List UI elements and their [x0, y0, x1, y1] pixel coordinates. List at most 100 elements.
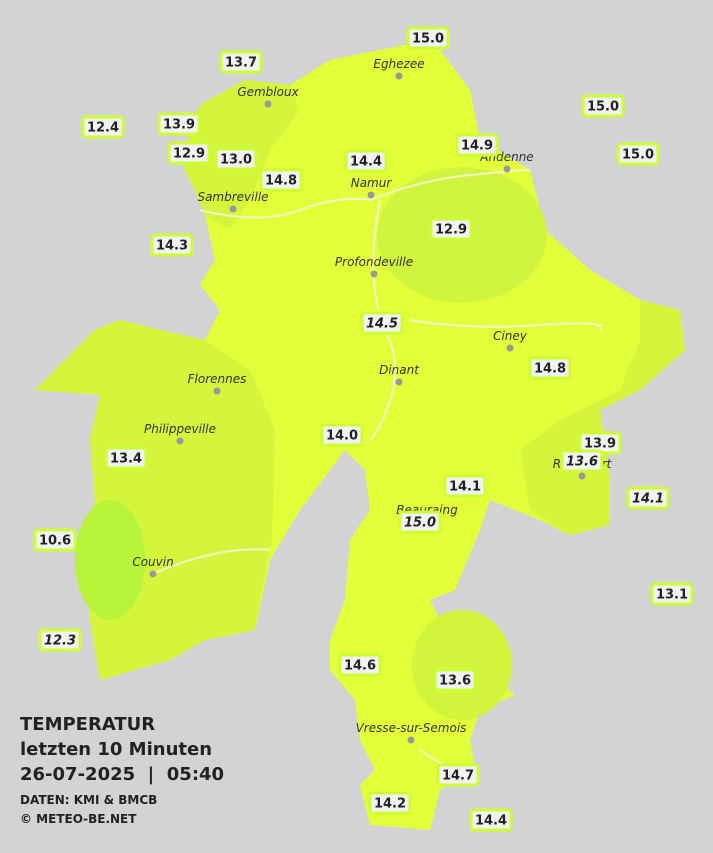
station-value: 12.4 [87, 121, 119, 136]
station-value: 13.9 [163, 118, 195, 133]
station-value: 12.3 [44, 634, 76, 649]
station-box [360, 311, 404, 335]
station-value: 14.9 [461, 139, 493, 154]
station: 14.9 [455, 133, 499, 157]
town-dot [176, 437, 184, 445]
station-value: 14.3 [156, 239, 188, 254]
station: 14.0 [320, 423, 364, 447]
town-dot [578, 472, 586, 480]
station-box [560, 449, 604, 473]
station: 14.8 [528, 356, 572, 380]
station: 12.9 [167, 141, 211, 165]
station: 15.0 [616, 142, 660, 166]
station-value: 14.7 [442, 769, 474, 784]
town-dot [213, 387, 221, 395]
station-value: 13.9 [584, 437, 616, 452]
station: 12.4 [81, 115, 125, 139]
station: 14.1 [443, 474, 487, 498]
legend-title: TEMPERATUR [20, 714, 155, 735]
town-dot [370, 270, 378, 278]
station-value: 14.0 [326, 429, 358, 444]
town-dot [503, 165, 511, 173]
river [149, 169, 603, 771]
station-box [167, 141, 211, 165]
station-box [320, 423, 364, 447]
station-box [469, 808, 513, 832]
station-box [344, 149, 388, 173]
station-value: 14.8 [265, 174, 297, 189]
town-dot [395, 378, 403, 386]
station: 12.3 [38, 628, 82, 652]
station: 14.4 [469, 808, 513, 832]
town-dot [149, 570, 157, 578]
station: 14.3 [150, 233, 194, 257]
legend-copyright: © METEO-BE.NET [20, 812, 137, 826]
town-label: Vresse-sur-Semois [356, 721, 467, 735]
station-box [104, 446, 148, 470]
station: 15.0 [398, 510, 442, 534]
town-dot [264, 100, 272, 108]
station: 13.6 [433, 668, 477, 692]
station-value: 13.7 [225, 56, 257, 71]
town-label: Namur [351, 176, 393, 190]
station-box [650, 582, 694, 606]
zone-east [520, 300, 685, 535]
station: 13.4 [104, 446, 148, 470]
station-value: 14.5 [366, 317, 398, 332]
town-label: Ciney [493, 329, 528, 343]
station-value: 13.6 [439, 674, 471, 689]
zone-cold [75, 500, 145, 620]
station: 10.6 [33, 528, 77, 552]
town-dot [407, 736, 415, 744]
station-value: 14.6 [344, 659, 376, 674]
station-value: 14.2 [374, 797, 406, 812]
station-box [150, 233, 194, 257]
station-box [219, 50, 263, 74]
station-box [81, 115, 125, 139]
station-box [626, 486, 670, 510]
station: 13.1 [650, 582, 694, 606]
station: 14.7 [436, 763, 480, 787]
station: 14.8 [259, 168, 303, 192]
legend-source: DATEN: KMI & BMCB [20, 793, 157, 807]
station-value: 13.6 [566, 455, 598, 470]
town-dot [506, 344, 514, 352]
station-box [429, 217, 473, 241]
station-box [433, 668, 477, 692]
station-value: 12.9 [435, 223, 467, 238]
town-label: Eghezee [373, 57, 424, 71]
station-box [581, 94, 625, 118]
station-value: 14.1 [632, 492, 664, 507]
town-label: Dinant [379, 363, 420, 377]
station-box [259, 168, 303, 192]
station-box [455, 133, 499, 157]
legend-subtitle: letzten 10 Minuten [20, 739, 212, 760]
station: 13.0 [214, 147, 258, 171]
town-dot [367, 191, 375, 199]
station-value: 13.1 [656, 588, 688, 603]
station-value: 12.9 [173, 147, 205, 162]
town-label: Sambreville [197, 190, 268, 204]
station: 13.6 [560, 449, 604, 473]
station-value: 10.6 [39, 534, 71, 549]
town-dot [395, 72, 403, 80]
station-value: 15.0 [622, 148, 654, 163]
station: 13.9 [157, 112, 201, 136]
station-box [443, 474, 487, 498]
station: 14.5 [360, 311, 404, 335]
station-value: 14.8 [534, 362, 566, 377]
station: 14.1 [626, 486, 670, 510]
station-value: 14.4 [350, 155, 382, 170]
stations: 15.0 13.7 15.0 12.4 13.9 14.9 12.9 13.0 14.4 15.0… [33, 26, 694, 832]
town-dot [229, 205, 237, 213]
station: 13.7 [219, 50, 263, 74]
station: 14.2 [368, 791, 412, 815]
station: 15.0 [406, 26, 450, 50]
town-label: Couvin [132, 555, 173, 569]
station-value: 13.0 [220, 153, 252, 168]
station-box [214, 147, 258, 171]
station-value: 14.1 [449, 480, 481, 495]
legend: TEMPERATUR letzten 10 Minuten 26-07-2025… [20, 714, 224, 826]
station: 12.9 [429, 217, 473, 241]
